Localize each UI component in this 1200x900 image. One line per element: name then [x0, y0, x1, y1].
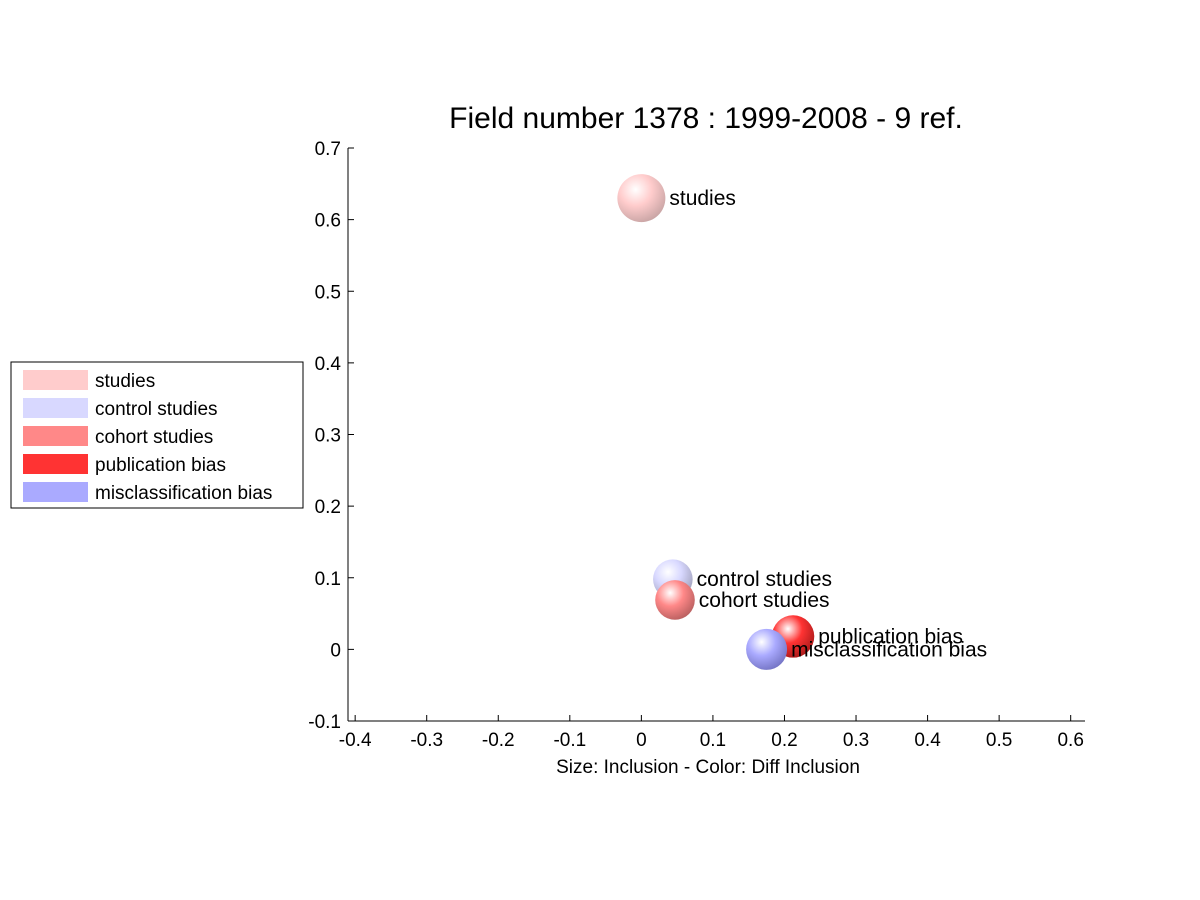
x-tick-label: 0.1 [700, 730, 726, 751]
legend-label: cohort studies [95, 427, 213, 448]
legend-swatch [23, 370, 88, 390]
x-tick-label: -0.4 [339, 730, 372, 751]
y-tick-label: 0.2 [315, 497, 341, 518]
y-tick-label: 0.7 [315, 139, 341, 160]
legend-label: misclassification bias [95, 483, 272, 504]
axes [347, 148, 1085, 722]
legend-label: publication bias [95, 455, 226, 476]
y-tick-label: 0.3 [315, 426, 341, 447]
x-axis-label: Size: Inclusion - Color: Diff Inclusion [556, 757, 860, 778]
x-tick-label: 0.4 [914, 730, 941, 751]
y-tick-label: 0.4 [315, 354, 342, 375]
x-ticks: -0.4 -0.3 -0.2 -0.1 0 0.1 0.2 0.3 0.4 0.5 0.6 [339, 715, 1084, 751]
point-label: studies [669, 187, 736, 210]
data-point [617, 174, 666, 223]
legend-swatch [23, 482, 88, 502]
x-tick-label: 0 [636, 730, 647, 751]
data-points [617, 174, 815, 670]
point-label: misclassification bias [791, 638, 987, 661]
legend-swatch [23, 454, 88, 474]
y-tick-label: 0.1 [315, 569, 341, 590]
legend-label: control studies [95, 399, 218, 420]
x-tick-label: 0.2 [771, 730, 797, 751]
data-point [655, 580, 695, 620]
y-tick-label: -0.1 [308, 712, 341, 733]
y-tick-label: 0.6 [315, 211, 341, 232]
x-tick-label: 0.6 [1057, 730, 1083, 751]
legend-label: studies [95, 371, 155, 392]
x-tick-label: 0.3 [843, 730, 869, 751]
y-tick-label: 0 [330, 640, 341, 661]
x-tick-label: -0.3 [410, 730, 443, 751]
data-point [746, 628, 788, 670]
y-ticks: -0.1 0 0.1 0.2 0.3 0.4 0.5 0.6 0.7 [308, 139, 354, 733]
y-tick-label: 0.5 [315, 282, 341, 303]
legend-swatch [23, 398, 88, 418]
legend: studies control studies cohort studies publ… [10, 361, 304, 509]
point-label: control studies [697, 568, 832, 591]
x-tick-label: -0.1 [553, 730, 586, 751]
point-label: publication bias [818, 625, 963, 648]
x-tick-label: -0.2 [482, 730, 515, 751]
legend-swatch [23, 426, 88, 446]
point-label: cohort studies [699, 589, 830, 612]
x-tick-label: 0.5 [986, 730, 1012, 751]
chart-title: Field number 1378 : 1999-2008 - 9 ref. [449, 102, 963, 135]
